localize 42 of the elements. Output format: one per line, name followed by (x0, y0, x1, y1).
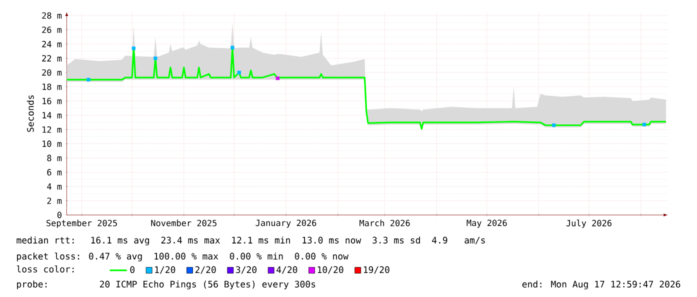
y-tick-label: 12 m (42, 126, 62, 133)
point (642, 122, 646, 126)
y-tick-label: 2 m (47, 198, 62, 204)
text: median rtt: 16.1 ms avg 23.4 ms max 12.1 ms min 13.0 ms now 3.3 ms sd 4.9 am/s (16, 236, 485, 246)
y-tick-label: 14 m (42, 112, 62, 118)
legend-label: 4/20 (276, 266, 298, 274)
y-tick-label: 4 m (47, 183, 62, 190)
x-tick-label: September 2025 (46, 220, 117, 228)
legend-label: 3/20 (236, 266, 256, 274)
point (86, 78, 90, 82)
point (154, 56, 158, 60)
legend-label: 0 (130, 266, 134, 274)
legend-label: 10/20 (318, 266, 344, 274)
x-tick-label: May 2026 (466, 220, 507, 228)
y-tick-label: 26 m (42, 26, 62, 34)
legend-label: 2/20 (195, 266, 216, 274)
x-tick-label: March 2026 (360, 220, 410, 226)
y-tick-label: 16 m (42, 98, 62, 104)
point (552, 123, 556, 128)
legend-title: loss color: (16, 265, 74, 272)
x-tick-label: July 2026 (566, 220, 612, 228)
text: probe: 20 ICMP Echo Pings (56 Bytes) every 300s (17, 280, 316, 290)
point (230, 46, 234, 50)
text: packet loss: 0.47 % avg 100.00 % max 0.00 % min 0.00 % now (17, 252, 349, 262)
y-axis-title: Seconds (26, 95, 34, 132)
legend-label: 19/20 (364, 266, 390, 274)
y-tick-label: 24 m (42, 40, 62, 48)
y-tick-label: 6 m (47, 169, 62, 176)
y-tick-label: 8 m (47, 154, 62, 162)
y-tick-label: 18 m (42, 84, 62, 90)
y-tick-label: 20 m (42, 69, 62, 76)
point (237, 70, 241, 74)
point (132, 46, 136, 50)
x-tick-label: November 2025 (151, 220, 216, 226)
y-tick-label: 28 m (42, 12, 62, 19)
y-tick-label: 22 m (42, 55, 62, 62)
y-tick-label: 10 m (42, 140, 62, 147)
point (276, 76, 280, 80)
text: end: Mon Aug 17 12:59:47 2026 (522, 280, 680, 290)
x-tick-label: January 2026 (256, 220, 316, 228)
y-tick-label: 0 (57, 212, 62, 218)
legend-label: 1/20 (155, 266, 176, 274)
